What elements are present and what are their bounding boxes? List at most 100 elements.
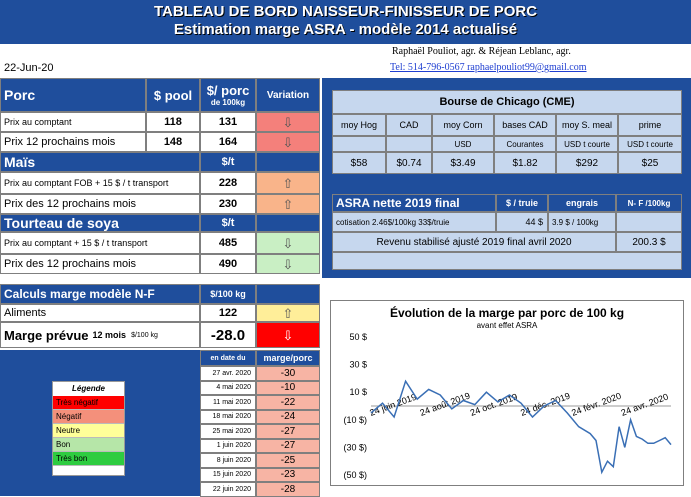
legend-title: Légende	[72, 384, 105, 393]
mais-row-12mois-value: 230	[200, 194, 256, 214]
authors: Raphaël Pouliot, agr. & Réjean Leblanc, …	[392, 46, 571, 57]
history-value: -24	[256, 409, 320, 424]
mais-unit: $/t	[200, 152, 256, 172]
x-tick-label: 24 août 2019	[419, 391, 472, 418]
history-value: -30	[256, 366, 320, 381]
mais-row-12mois-label: Prix des 12 prochains mois	[0, 194, 200, 214]
margin-series-line	[370, 379, 672, 475]
legend-items: Très négatif Négatif Neutre Bon Très bon	[53, 396, 124, 466]
porc-col-porc: $/ porc de 100kg	[200, 78, 256, 112]
x-tick-label: 24 avr. 2020	[620, 392, 670, 418]
soya-row-comptant-variation: ⇩	[256, 232, 320, 254]
arrow-up-icon: ⇧	[282, 305, 294, 321]
y-tick-label: 30 $	[349, 360, 367, 370]
soya-row-12mois-label: Prix des 12 prochains mois	[0, 254, 200, 274]
mais-row-comptant-variation: ⇧	[256, 172, 320, 194]
marge-variation: ⇩	[256, 322, 320, 348]
history-date: 25 mai 2020	[200, 424, 256, 439]
porc-col-pool: $ pool	[146, 78, 200, 112]
mais-row-comptant-value: 228	[200, 172, 256, 194]
asra-header: ASRA nette 2019 final	[332, 194, 496, 212]
chicago-col-unit: USD t courte	[556, 136, 618, 152]
chicago-col-head: moy Corn	[432, 114, 494, 136]
history-value: -10	[256, 380, 320, 395]
asra-engrais-value: 3.9 $ / 100kg	[548, 212, 616, 232]
porc-col-variation: Variation	[256, 78, 320, 112]
aliments-label: Aliments	[0, 304, 200, 322]
soya-row-comptant-label: Prix au comptant + 15 $ / t transport	[0, 232, 200, 254]
history-value: -27	[256, 438, 320, 453]
marge-label-cell: Marge prévue 12 mois $/100 kg	[0, 322, 200, 348]
chicago-col-value: $1.82	[494, 152, 556, 174]
porc-col-porc-label: $/ porc	[206, 83, 250, 98]
asra-cotisation: cotisation 2.46$/100kg 33$/truie	[332, 212, 496, 232]
history-date: 4 mai 2020	[200, 380, 256, 395]
history-date: 18 mai 2020	[200, 409, 256, 424]
dashboard-title: TABLEAU DE BORD NAISSEUR-FINISSEUR DE PO…	[0, 0, 691, 44]
porc-header: Porc	[0, 78, 146, 112]
porc-row-12mois-label: Prix 12 prochains mois	[0, 132, 146, 152]
history-date: 8 juin 2020	[200, 453, 256, 468]
legend-item: Bon	[53, 438, 124, 452]
title-line1: TABLEAU DE BORD NAISSEUR-FINISSEUR DE PO…	[153, 3, 538, 20]
porc-row-comptant-variation: ⇩	[256, 112, 320, 132]
aliments-value: 122	[200, 304, 256, 322]
legend: Légende Très négatif Négatif Neutre Bon Très…	[52, 381, 125, 476]
mais-row-comptant-label: Prix au comptant FOB + 15 $ / t transpor…	[0, 172, 200, 194]
calculs-header: Calculs marge modèle N-F	[0, 284, 200, 304]
history-col-marge: marge/porc	[256, 350, 320, 366]
calculs-unit: $/100 kg	[200, 284, 256, 304]
chicago-col-unit: USD t courte	[618, 136, 682, 152]
marge-label: Marge prévue	[4, 327, 89, 343]
mais-row-12mois-variation: ⇧	[256, 194, 320, 214]
soya-header: Tourteau de soya	[0, 214, 200, 232]
history-value: -28	[256, 482, 320, 497]
asra-blank-row	[332, 252, 682, 270]
chart-subtitle: avant effet ASRA	[476, 321, 538, 330]
margin-chart: 50 $ 30 $ 10 $ (10 $) (30 $) (50 $) 24 juin 20…	[343, 332, 672, 480]
arrow-down-icon: ⇩	[282, 235, 294, 251]
marge-sub: 12 mois	[92, 330, 127, 340]
history-date: 11 mai 2020	[200, 395, 256, 410]
x-tick-label: 24 févr. 2020	[570, 391, 622, 418]
report-date: 22-Jun-20	[4, 62, 54, 74]
calculs-header-spacer	[256, 284, 320, 304]
history-col-date: en date du	[200, 350, 256, 366]
porc-row-12mois-variation: ⇩	[256, 132, 320, 152]
asra-col-engrais: engrais	[548, 194, 616, 212]
history-date: 27 avr. 2020	[200, 366, 256, 381]
legend-item: Neutre	[53, 424, 124, 438]
chicago-col-value: $3.49	[432, 152, 494, 174]
chicago-col-head: moy Hog	[332, 114, 386, 136]
chicago-col-head: CAD	[386, 114, 432, 136]
asra-col-truie: $ / truie	[496, 194, 548, 212]
chicago-col-head: bases CAD	[494, 114, 556, 136]
mais-header-spacer	[256, 152, 320, 172]
asra-nf-blank	[616, 212, 682, 232]
history-value: -27	[256, 424, 320, 439]
mais-header: Maïs	[0, 152, 200, 172]
porc-row-12mois-pool: 148	[146, 132, 200, 152]
soya-row-12mois-value: 490	[200, 254, 256, 274]
chicago-col-value: $58	[332, 152, 386, 174]
asra-truie-value: 44 $	[496, 212, 548, 232]
chart-title: Évolution de la marge par porc de 100 kg	[389, 306, 625, 320]
chicago-col-unit	[332, 136, 386, 152]
legend-item: Très bon	[53, 452, 124, 466]
porc-row-12mois-porc: 164	[200, 132, 256, 152]
chart-panel: Évolution de la marge par porc de 100 kg…	[330, 300, 684, 486]
legend-item: Négatif	[53, 410, 124, 424]
history-date: 22 juin 2020	[200, 482, 256, 497]
y-tick-label: (30 $)	[343, 442, 367, 452]
x-tick-label: 24 juin 2019	[368, 392, 418, 418]
chicago-col-value: $292	[556, 152, 618, 174]
history-value: -22	[256, 395, 320, 410]
contact-link[interactable]: Tel: 514-796-0567 raphaelpouliot99@gmail…	[390, 62, 587, 73]
chicago-col-unit: Courantes	[494, 136, 556, 152]
chicago-col-unit	[386, 136, 432, 152]
porc-row-comptant-porc: 131	[200, 112, 256, 132]
chicago-col-unit: USD	[432, 136, 494, 152]
chicago-col-value: $25	[618, 152, 682, 174]
arrow-up-icon: ⇧	[282, 175, 294, 191]
soya-row-12mois-variation: ⇩	[256, 254, 320, 274]
